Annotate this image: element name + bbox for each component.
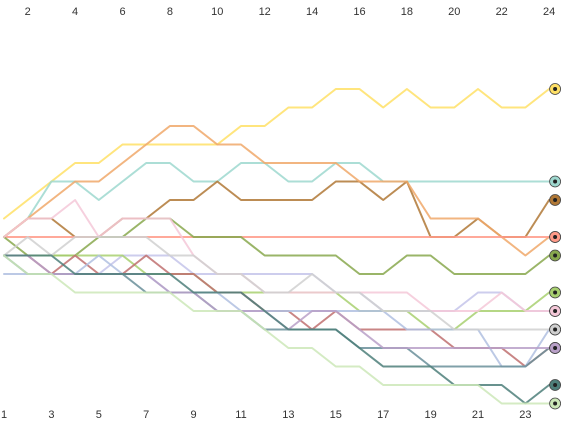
top-tick-label: 6 [119,6,125,18]
bottom-tick-label: 23 [519,409,531,421]
top-tick-label: 4 [72,6,78,18]
crest-emblem [553,346,558,350]
top-tick-label: 20 [448,6,460,18]
series-line-16 [3,254,551,405]
top-tick-labels: 2 4 6 8 10 12 14 16 18 20 22 24 [25,6,556,18]
top-tick-label: 24 [543,6,555,18]
club-crest-icon [549,379,561,391]
club-crest-icon [549,305,561,317]
club-crest-icon [549,323,561,336]
crest-emblem [553,235,558,239]
top-tick-label: 16 [353,6,365,18]
series-lines [3,88,551,405]
bottom-tick-label: 21 [472,409,484,421]
top-tick-label: 10 [211,6,223,18]
club-crests [549,83,561,410]
bottom-tick-labels: 1 3 5 7 9 11 13 15 17 19 21 23 [1,409,532,421]
series-line-2 [3,162,551,238]
bottom-tick-label: 5 [96,409,102,421]
bottom-tick-label: 3 [48,409,54,421]
club-crest-icon [549,83,561,95]
club-crest-icon [549,249,561,262]
bottom-tick-label: 9 [191,409,197,421]
crest-emblem [553,327,558,332]
top-tick-label: 14 [306,6,318,18]
crest-emblem [553,198,558,202]
club-crest-icon [549,286,561,299]
series-line-1 [3,88,551,220]
crest-emblem [553,290,558,295]
crest-emblem [553,383,558,387]
crest-emblem [553,401,558,406]
bottom-tick-label: 1 [1,409,7,421]
series-line-6 [3,217,551,275]
top-tick-label: 8 [167,6,173,18]
series-line-14 [3,236,551,331]
club-crest-icon [549,175,561,188]
crest-emblem [553,253,558,258]
club-crest-icon [549,342,561,354]
top-tick-label: 12 [259,6,271,18]
crest-emblem [553,309,558,313]
bottom-tick-label: 17 [377,409,389,421]
club-crest-icon [549,194,561,206]
bottom-tick-label: 13 [282,409,294,421]
crest-emblem [553,87,558,91]
bottom-tick-label: 15 [330,409,342,421]
top-tick-label: 22 [496,6,508,18]
bottom-tick-label: 19 [424,409,436,421]
club-crest-icon [549,231,561,243]
series-line-4 [3,125,551,257]
club-crest-icon [549,397,561,410]
crest-emblem [553,179,558,184]
bottom-tick-label: 7 [143,409,149,421]
top-tick-label: 18 [401,6,413,18]
bottom-tick-label: 11 [235,409,246,421]
top-tick-label: 2 [25,6,31,18]
